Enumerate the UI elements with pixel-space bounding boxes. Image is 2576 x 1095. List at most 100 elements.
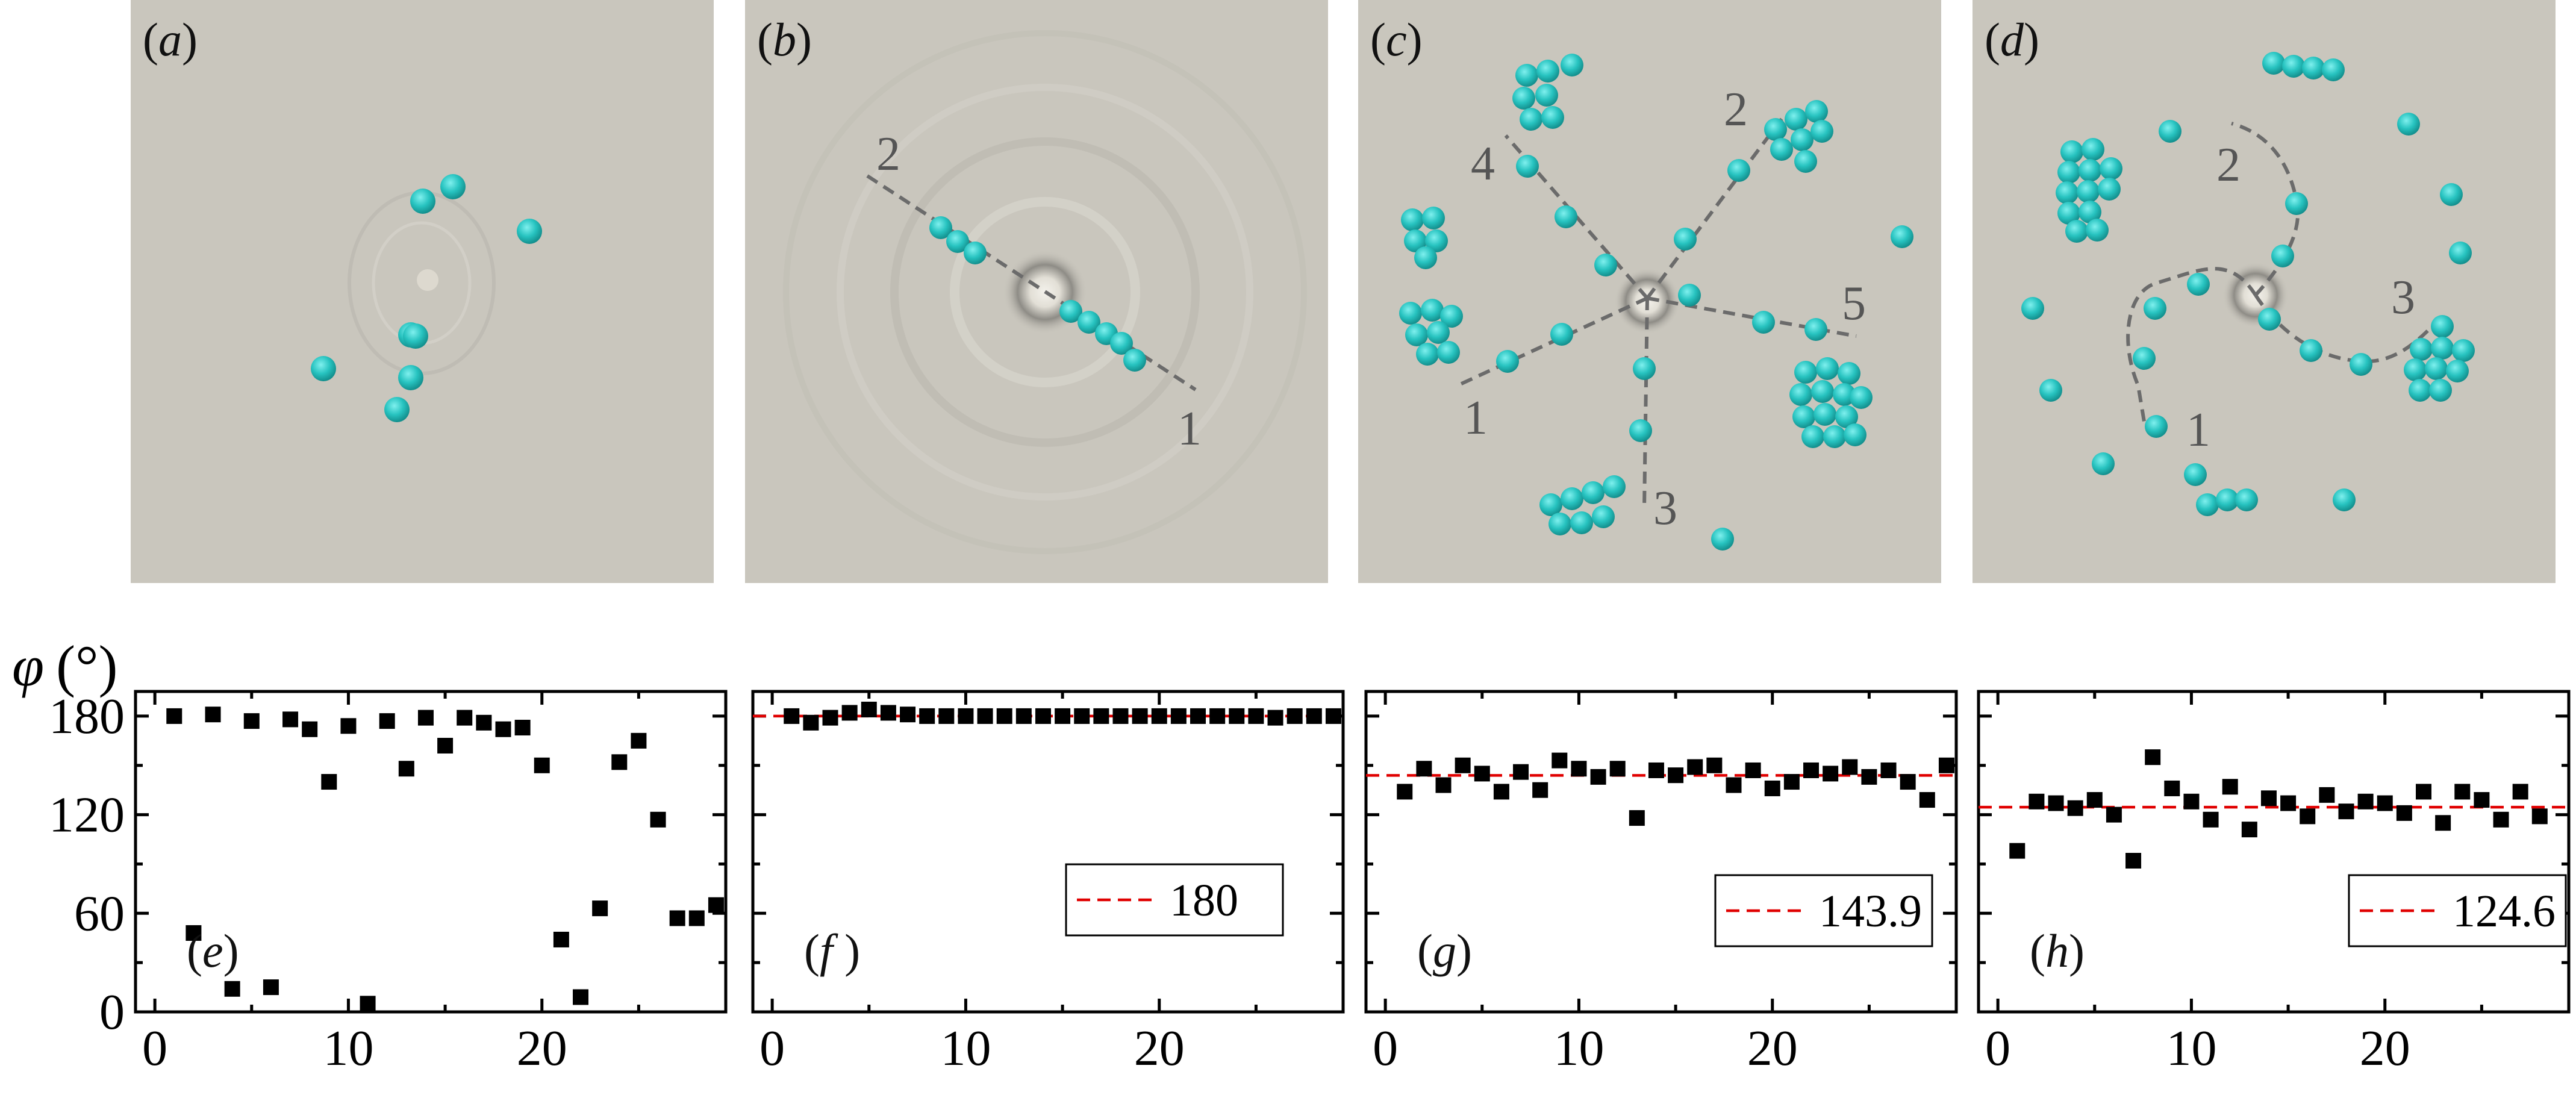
data-point <box>2300 808 2316 825</box>
path-label: 4 <box>1471 137 1495 190</box>
data-point <box>2067 800 2083 816</box>
particle <box>2282 55 2305 78</box>
particle <box>2322 58 2345 81</box>
surface-ripple <box>890 137 1200 447</box>
particle <box>2082 138 2104 161</box>
panel-label-letter: g <box>1433 925 1456 977</box>
particle <box>2302 57 2325 80</box>
particle <box>2039 379 2062 402</box>
data-point <box>1229 708 1245 724</box>
particle <box>1550 323 1573 346</box>
data-point <box>1668 767 1684 784</box>
surface-ripple <box>950 197 1140 387</box>
data-point <box>1513 764 1529 780</box>
legend-label: 124.6 <box>2453 886 2556 937</box>
data-point <box>514 720 531 736</box>
data-point <box>1938 757 1954 773</box>
panel-label-paren: ) <box>844 925 860 977</box>
particle <box>1399 302 1422 325</box>
data-point <box>2512 784 2528 800</box>
data-point <box>457 710 473 726</box>
particle <box>2431 337 2454 360</box>
particle <box>2258 308 2281 331</box>
data-point <box>1726 777 1742 793</box>
particle <box>1678 284 1701 307</box>
scatter-chart-h: 0 10 20 (h) 124.6 <box>1977 690 2571 1076</box>
particle-clusters <box>1399 54 1873 535</box>
data-point <box>650 811 666 828</box>
particle <box>410 189 435 214</box>
particle <box>1123 349 1146 372</box>
data-point <box>2260 790 2277 806</box>
particle <box>1891 225 1913 248</box>
data-point <box>1112 708 1129 724</box>
particles <box>1496 155 1913 551</box>
particle <box>517 219 542 244</box>
particle <box>1541 106 1564 129</box>
particle-clusters <box>2056 52 2475 516</box>
particle <box>1401 208 1424 231</box>
data-point <box>2145 749 2161 766</box>
data-point <box>1074 708 1090 724</box>
data-point <box>1474 766 1490 782</box>
particle <box>1520 108 1542 131</box>
particle <box>2057 202 2080 225</box>
particle <box>1110 332 1133 355</box>
particle <box>398 365 423 390</box>
data-point <box>1803 762 1820 778</box>
particle <box>2077 180 2100 203</box>
data-point <box>1015 708 1032 724</box>
particle <box>2187 273 2210 296</box>
particle <box>1437 341 1460 364</box>
particle-cluster <box>2404 315 2475 402</box>
data-point <box>1571 761 1587 777</box>
particle <box>2145 415 2168 438</box>
data-point <box>2241 822 2257 838</box>
data-point <box>1306 708 1322 724</box>
particle <box>1414 246 1437 269</box>
particle <box>2271 245 2294 267</box>
particle <box>1570 511 1593 534</box>
particle <box>1440 305 1463 328</box>
y-tick-label: 120 <box>49 787 125 843</box>
particle-cluster <box>1512 54 1583 131</box>
particle <box>2086 219 2109 242</box>
panel-label-b: (b) <box>757 13 812 66</box>
data-point <box>1209 708 1226 724</box>
data-point <box>784 708 800 724</box>
data-point <box>553 931 569 947</box>
particle <box>2285 192 2308 215</box>
panel-label-paren: ) <box>2069 925 2085 977</box>
data-point <box>2493 811 2509 828</box>
particle-cluster <box>1401 207 1448 269</box>
data-point <box>321 774 337 790</box>
particle <box>1770 138 1793 161</box>
particle <box>2216 488 2239 511</box>
particle <box>2333 488 2356 511</box>
panel-label-c: (c) <box>1370 13 1423 66</box>
particle <box>1555 205 1577 228</box>
image-panel-b: 2 1 (b) <box>745 0 1328 583</box>
data-point <box>398 761 414 777</box>
data-point <box>1880 762 1897 778</box>
data-point <box>1397 784 1413 800</box>
particle <box>1582 481 1605 504</box>
x-tick-label: 10 <box>2166 1020 2216 1076</box>
data-point <box>919 708 935 724</box>
data-point <box>1170 708 1187 724</box>
data-point <box>958 708 974 724</box>
particle <box>440 174 466 199</box>
data-point <box>2183 793 2200 810</box>
particle <box>1801 425 1824 448</box>
particle <box>1813 403 1836 426</box>
particle <box>2092 452 2115 475</box>
scatter-chart-e: 0 60 120 180 0 10 20 (e) <box>49 688 728 1076</box>
data-point <box>1823 766 1839 782</box>
particle <box>1727 159 1750 182</box>
x-tick-label: 0 <box>1985 1020 2010 1076</box>
particle <box>2098 178 2121 201</box>
data-point <box>282 711 299 728</box>
particle <box>384 397 410 422</box>
data-point <box>2029 793 2045 810</box>
data-point <box>205 707 221 723</box>
